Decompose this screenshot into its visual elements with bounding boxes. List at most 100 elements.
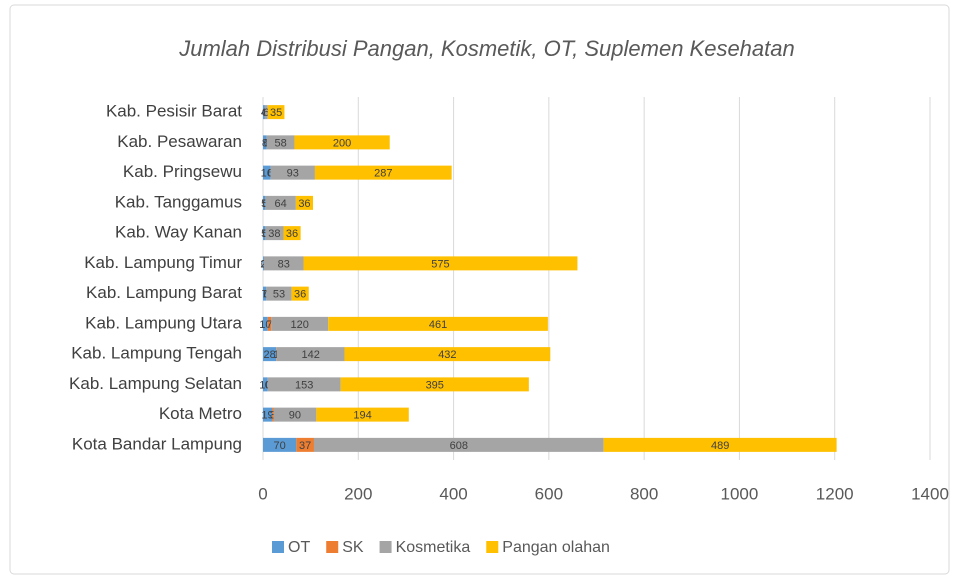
data-label: 16 bbox=[261, 168, 273, 180]
data-label: 83 bbox=[278, 258, 290, 270]
bar-segment bbox=[263, 256, 264, 271]
bar-segment bbox=[294, 135, 390, 150]
bar-segment bbox=[603, 437, 837, 452]
x-tick-label: 1200 bbox=[816, 484, 854, 503]
x-tick-label: 200 bbox=[344, 484, 372, 503]
bar-segment bbox=[303, 256, 578, 271]
bar-segment bbox=[291, 286, 309, 301]
chart-frame bbox=[9, 4, 950, 575]
bar-segment bbox=[313, 437, 604, 452]
x-tick-label: 600 bbox=[535, 484, 563, 503]
bar-segment bbox=[340, 377, 529, 392]
data-label: 7 bbox=[266, 319, 272, 331]
y-tick-label: Kota Bandar Lampung bbox=[72, 434, 242, 453]
data-label: 395 bbox=[426, 379, 444, 391]
bar-segment bbox=[264, 105, 268, 120]
bar-segment bbox=[263, 135, 267, 150]
data-label: 4 bbox=[261, 107, 267, 119]
legend-label: Kosmetika bbox=[396, 539, 471, 556]
bar-segment bbox=[270, 165, 315, 180]
data-label: 1 bbox=[274, 349, 280, 361]
data-label: 35 bbox=[270, 107, 282, 119]
y-tick-label: Kab. Tanggamus bbox=[115, 192, 242, 211]
bar-segment bbox=[263, 105, 265, 120]
y-tick-label: Kab. Way Kanan bbox=[115, 223, 242, 242]
bar-segment bbox=[316, 407, 409, 422]
data-label: 120 bbox=[291, 319, 309, 331]
data-label: 3 bbox=[270, 410, 276, 422]
bar-segment bbox=[296, 437, 314, 452]
data-label: 36 bbox=[294, 289, 306, 301]
bar-segment bbox=[265, 226, 284, 241]
data-label: 5 bbox=[261, 198, 267, 210]
data-label: 608 bbox=[450, 440, 468, 452]
data-label: 194 bbox=[353, 410, 371, 422]
bar-segment bbox=[273, 407, 317, 422]
data-label: 142 bbox=[301, 349, 319, 361]
legend-swatch bbox=[379, 541, 392, 553]
legend-swatch bbox=[486, 541, 499, 553]
y-tick-label: Kab. Lampung Tengah bbox=[71, 344, 242, 363]
data-label: 53 bbox=[273, 289, 285, 301]
bar-segment bbox=[295, 195, 314, 210]
chart-title: Jumlah Distribusi Pangan, Kosmetik, OT, … bbox=[178, 36, 795, 61]
bar-segment bbox=[263, 347, 277, 362]
data-label: 58 bbox=[275, 137, 287, 149]
data-label: 287 bbox=[374, 168, 392, 180]
bar-segment bbox=[267, 377, 341, 392]
y-tick-label: Kota Metro bbox=[159, 404, 242, 423]
bar-segment bbox=[276, 347, 345, 362]
bar-segment bbox=[271, 316, 329, 331]
data-label: 200 bbox=[333, 137, 351, 149]
bar-segment bbox=[328, 316, 548, 331]
data-label: 489 bbox=[711, 440, 729, 452]
bar-segment bbox=[263, 256, 304, 271]
data-label: 6 bbox=[263, 107, 269, 119]
bar-segment bbox=[263, 407, 273, 422]
x-tick-label: 0 bbox=[258, 484, 267, 503]
bar-segment bbox=[267, 105, 285, 120]
bar-segment bbox=[263, 377, 268, 392]
x-tick-label: 400 bbox=[439, 484, 467, 503]
y-tick-label: Kab. Pesawaran bbox=[117, 132, 242, 151]
data-label: 37 bbox=[299, 440, 311, 452]
data-label: 461 bbox=[429, 319, 447, 331]
data-label: 7 bbox=[262, 289, 268, 301]
bar-segment bbox=[265, 195, 296, 210]
data-label: 36 bbox=[286, 228, 298, 240]
bar-segment bbox=[263, 226, 266, 241]
legend-label: Pangan olahan bbox=[502, 539, 610, 556]
bar-segment bbox=[314, 165, 452, 180]
bar-segment bbox=[283, 226, 301, 241]
data-label: 70 bbox=[274, 440, 286, 452]
legend-swatch bbox=[326, 541, 339, 553]
data-label: 64 bbox=[275, 198, 287, 210]
data-label: 19 bbox=[261, 410, 273, 422]
data-label: 28 bbox=[264, 349, 276, 361]
y-tick-label: Kab. Lampung Timur bbox=[84, 253, 242, 272]
data-label: 432 bbox=[438, 349, 456, 361]
data-label: 153 bbox=[295, 379, 313, 391]
data-label: 8 bbox=[262, 137, 268, 149]
bar-segment bbox=[344, 347, 551, 362]
bar-segment bbox=[263, 316, 268, 331]
y-tick-label: Kab. Pringsewu bbox=[123, 162, 242, 181]
bar-segment bbox=[266, 135, 295, 150]
data-label: 575 bbox=[431, 258, 449, 270]
bar-segment bbox=[267, 316, 272, 331]
y-tick-label: Kab. Lampung Barat bbox=[86, 283, 242, 302]
y-tick-label: Kab. Lampung Utara bbox=[85, 313, 242, 332]
bar-segment bbox=[263, 195, 266, 210]
bar-segment bbox=[266, 286, 292, 301]
legend-label: OT bbox=[288, 539, 310, 556]
x-tick-label: 800 bbox=[630, 484, 658, 503]
bar-segment bbox=[263, 437, 297, 452]
data-label: 93 bbox=[287, 168, 299, 180]
legend-label: SK bbox=[342, 539, 364, 556]
x-tick-label: 1400 bbox=[911, 484, 949, 503]
data-label: 36 bbox=[298, 198, 310, 210]
x-tick-label: 1000 bbox=[721, 484, 759, 503]
legend-swatch bbox=[272, 541, 284, 553]
bar-segment bbox=[263, 286, 267, 301]
